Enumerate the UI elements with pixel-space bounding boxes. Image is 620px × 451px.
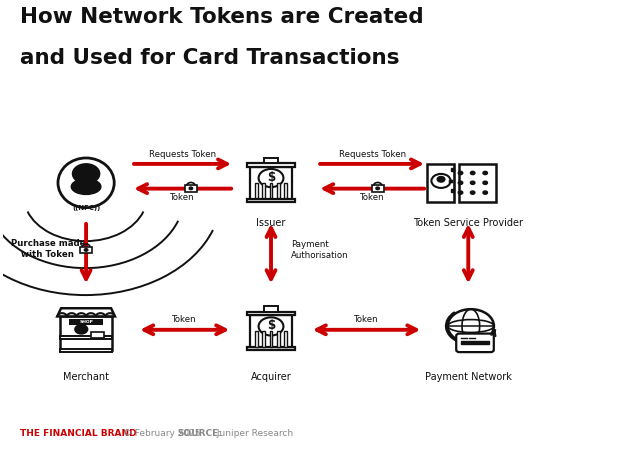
- Circle shape: [458, 181, 463, 184]
- Bar: [264, 306, 278, 312]
- Text: Token Service Provider: Token Service Provider: [414, 218, 523, 228]
- Circle shape: [483, 191, 487, 194]
- Bar: [270, 183, 273, 198]
- Bar: [80, 247, 92, 253]
- Bar: [284, 331, 286, 347]
- Text: Token: Token: [172, 315, 197, 324]
- Bar: [247, 163, 295, 166]
- Bar: [277, 331, 280, 347]
- Bar: [451, 168, 454, 171]
- Text: SOURCE:: SOURCE:: [177, 429, 222, 438]
- Circle shape: [448, 309, 494, 343]
- Circle shape: [259, 318, 283, 336]
- Text: $: $: [267, 171, 275, 184]
- Circle shape: [483, 181, 487, 184]
- Bar: [284, 183, 286, 198]
- Text: Token: Token: [354, 315, 379, 324]
- Bar: [247, 347, 295, 350]
- Ellipse shape: [71, 179, 101, 194]
- Bar: [277, 183, 280, 198]
- Circle shape: [75, 325, 87, 334]
- Circle shape: [471, 171, 475, 175]
- Text: Juniper Research: Juniper Research: [215, 429, 293, 438]
- Bar: [270, 331, 273, 347]
- Bar: [459, 164, 495, 202]
- Circle shape: [471, 181, 475, 184]
- Bar: [247, 312, 295, 315]
- Circle shape: [259, 169, 283, 187]
- Polygon shape: [57, 308, 115, 317]
- Circle shape: [376, 187, 379, 189]
- Text: $: $: [267, 319, 275, 332]
- Circle shape: [471, 191, 475, 194]
- Text: and Used for Card Transactions: and Used for Card Transactions: [20, 48, 400, 68]
- Text: Token: Token: [360, 193, 384, 202]
- Circle shape: [458, 191, 463, 194]
- Text: Payment Network: Payment Network: [425, 372, 512, 382]
- Bar: [262, 183, 265, 198]
- Bar: [255, 183, 259, 198]
- Circle shape: [73, 164, 100, 184]
- Bar: [69, 319, 103, 325]
- Text: Requests Token: Requests Token: [149, 150, 216, 159]
- Text: Payment
Authorisation: Payment Authorisation: [291, 240, 349, 261]
- Text: Token: Token: [170, 193, 195, 202]
- Circle shape: [458, 171, 463, 175]
- Bar: [250, 315, 292, 347]
- Bar: [60, 336, 112, 339]
- Bar: [264, 158, 278, 163]
- Bar: [461, 341, 489, 344]
- Circle shape: [437, 176, 445, 182]
- Bar: [250, 166, 292, 199]
- Text: Purchase made
with Token: Purchase made with Token: [11, 239, 85, 259]
- Text: THE FINANCIAL BRAND: THE FINANCIAL BRAND: [20, 429, 137, 438]
- Text: Merchant: Merchant: [63, 372, 109, 382]
- Text: How Network Tokens are Created: How Network Tokens are Created: [20, 7, 423, 28]
- Text: Acquirer: Acquirer: [250, 372, 291, 382]
- Bar: [247, 199, 295, 202]
- Text: SHOP: SHOP: [79, 320, 93, 324]
- Circle shape: [84, 249, 88, 251]
- Bar: [427, 164, 454, 202]
- Text: Requests Token: Requests Token: [339, 150, 405, 159]
- Text: © February 2025: © February 2025: [120, 429, 203, 438]
- Circle shape: [483, 171, 487, 175]
- Bar: [60, 317, 112, 350]
- FancyBboxPatch shape: [456, 334, 494, 352]
- Bar: [91, 331, 104, 338]
- Bar: [371, 185, 384, 192]
- Ellipse shape: [58, 158, 114, 207]
- Text: Issuer: Issuer: [256, 218, 286, 228]
- Circle shape: [189, 187, 193, 189]
- Text: ((NFC)): ((NFC)): [72, 205, 100, 211]
- Bar: [255, 331, 259, 347]
- Bar: [451, 189, 454, 192]
- Bar: [60, 350, 112, 352]
- Bar: [262, 331, 265, 347]
- Bar: [185, 185, 197, 192]
- Circle shape: [432, 174, 451, 188]
